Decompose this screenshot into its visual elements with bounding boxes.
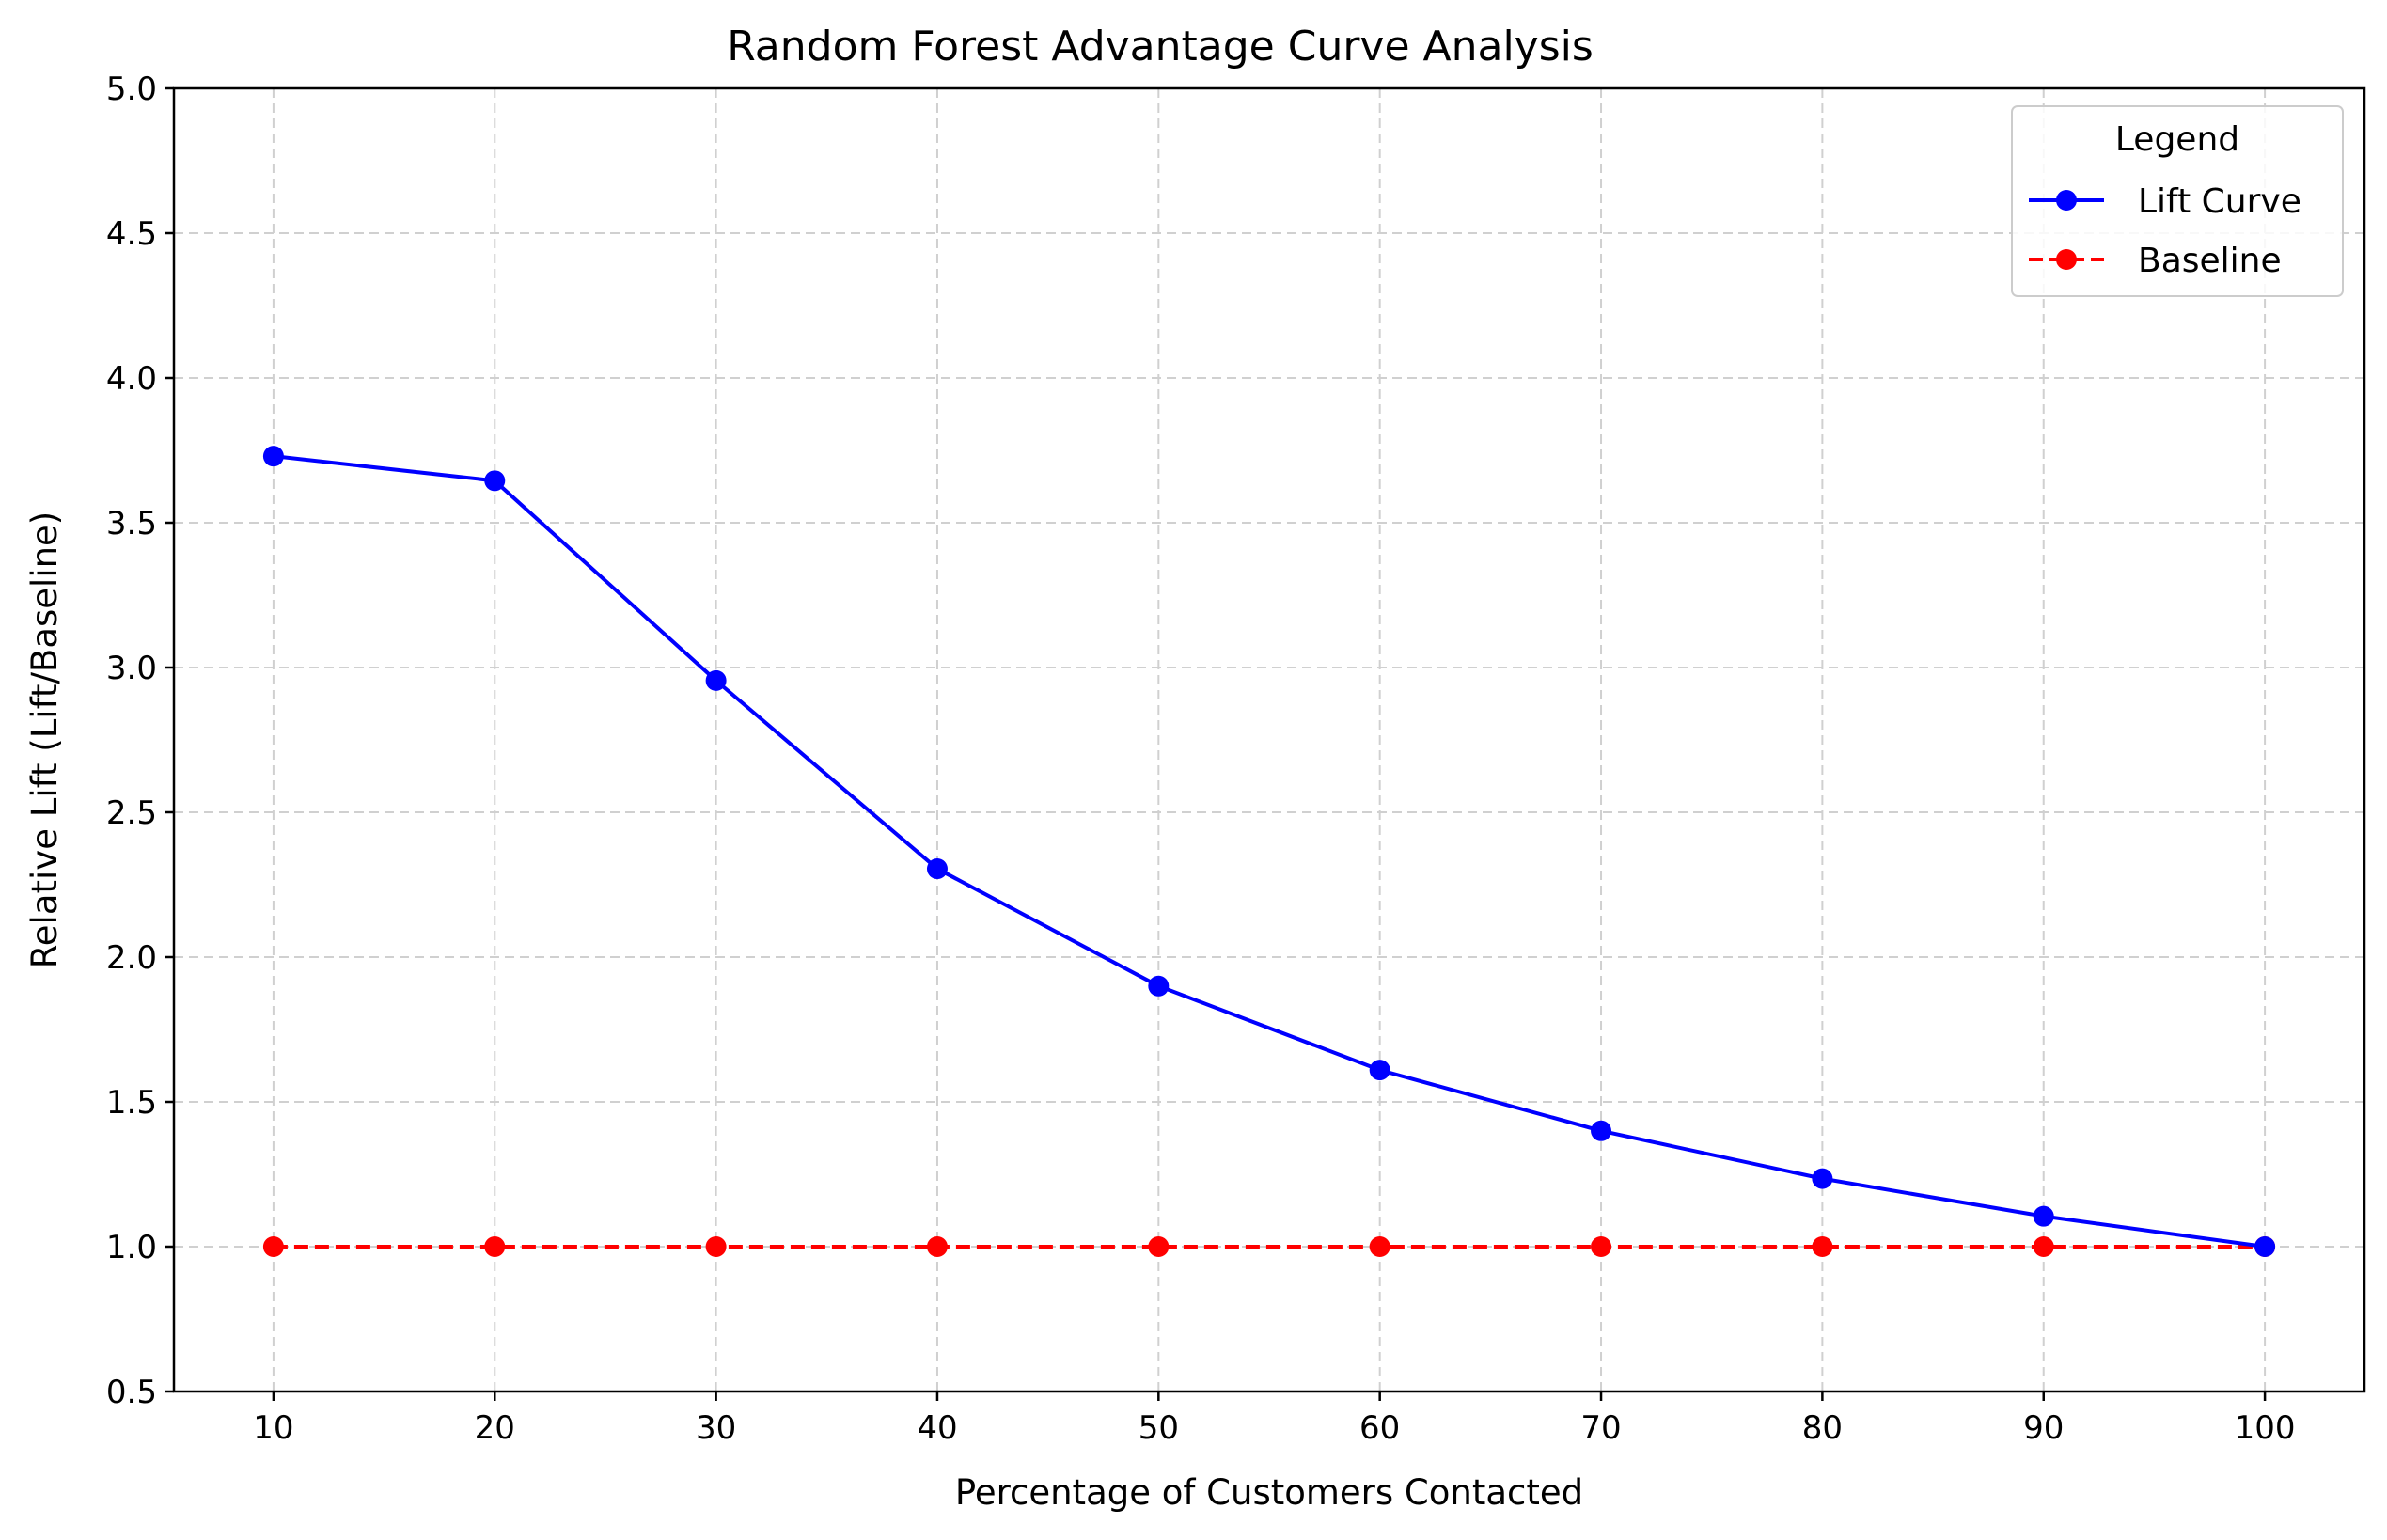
y-tick-label: 2.0 [106, 939, 157, 977]
legend: Legend Lift Curve Baseline [2011, 105, 2344, 297]
legend-label: Lift Curve [2138, 182, 2301, 221]
x-tick-label: 10 [253, 1409, 293, 1447]
series-line [273, 454, 2266, 1249]
data-point [262, 446, 284, 467]
data-point [262, 1236, 284, 1257]
data-point [1148, 975, 1170, 997]
data-point [484, 1236, 506, 1257]
data-point [926, 858, 948, 880]
y-tick-label: 3.0 [106, 650, 157, 687]
x-tick-label: 90 [2023, 1409, 2064, 1447]
data-point [2254, 1236, 2276, 1257]
y-tick-label: 2.5 [106, 794, 157, 832]
x-tick-label: 40 [917, 1409, 957, 1447]
data-point [484, 470, 506, 492]
data-point [1591, 1236, 1612, 1257]
data-point [705, 1236, 727, 1257]
y-tick-label: 4.5 [106, 215, 157, 253]
legend-label: Baseline [2138, 242, 2282, 280]
y-tick-label: 1.0 [106, 1229, 157, 1266]
ticks: 10 20 30 40 50 60 70 80 90 100 0.5 1.0 1.5 2.0 2.5 3.0 3… [106, 71, 2296, 1447]
series-baseline [262, 1236, 2276, 1257]
data-point [1591, 1120, 1612, 1141]
y-tick-label: 4.0 [106, 360, 157, 398]
plot-frame [172, 86, 2366, 1393]
data-point [1369, 1060, 1390, 1081]
x-tick-label: 100 [2235, 1409, 2296, 1447]
series-layer [262, 446, 2276, 1257]
x-axis-label: Percentage of Customers Contacted [955, 1472, 1583, 1513]
data-point [705, 669, 727, 691]
x-tick-label: 80 [1802, 1409, 1843, 1447]
data-point [1148, 1236, 1170, 1257]
legend-marker [2056, 190, 2077, 211]
y-tick-label: 3.5 [106, 505, 157, 542]
chart-title: Random Forest Advantage Curve Analysis [727, 23, 1594, 71]
x-tick-label: 70 [1580, 1409, 1621, 1447]
y-tick-label: 5.0 [106, 71, 157, 108]
legend-marker [2056, 249, 2077, 270]
series-lift-curve [262, 446, 2276, 1257]
legend-item: Lift Curve [2029, 182, 2301, 221]
x-tick-label: 60 [1359, 1409, 1400, 1447]
legend-box [2011, 105, 2344, 297]
legend-title: Legend [2115, 120, 2239, 159]
data-point [926, 1236, 948, 1257]
data-point [1812, 1168, 1833, 1189]
data-point [2033, 1205, 2054, 1227]
y-tick-label: 1.5 [106, 1084, 157, 1122]
legend-item: Baseline [2029, 242, 2282, 280]
x-tick-label: 20 [475, 1409, 515, 1447]
y-axis-label: Relative Lift (Lift/Baseline) [24, 511, 65, 969]
data-point [1812, 1236, 1833, 1257]
y-tick-label: 0.5 [106, 1374, 157, 1411]
data-point [2033, 1236, 2054, 1257]
data-point [1369, 1236, 1390, 1257]
x-tick-label: 30 [696, 1409, 736, 1447]
x-tick-label: 50 [1139, 1409, 1179, 1447]
